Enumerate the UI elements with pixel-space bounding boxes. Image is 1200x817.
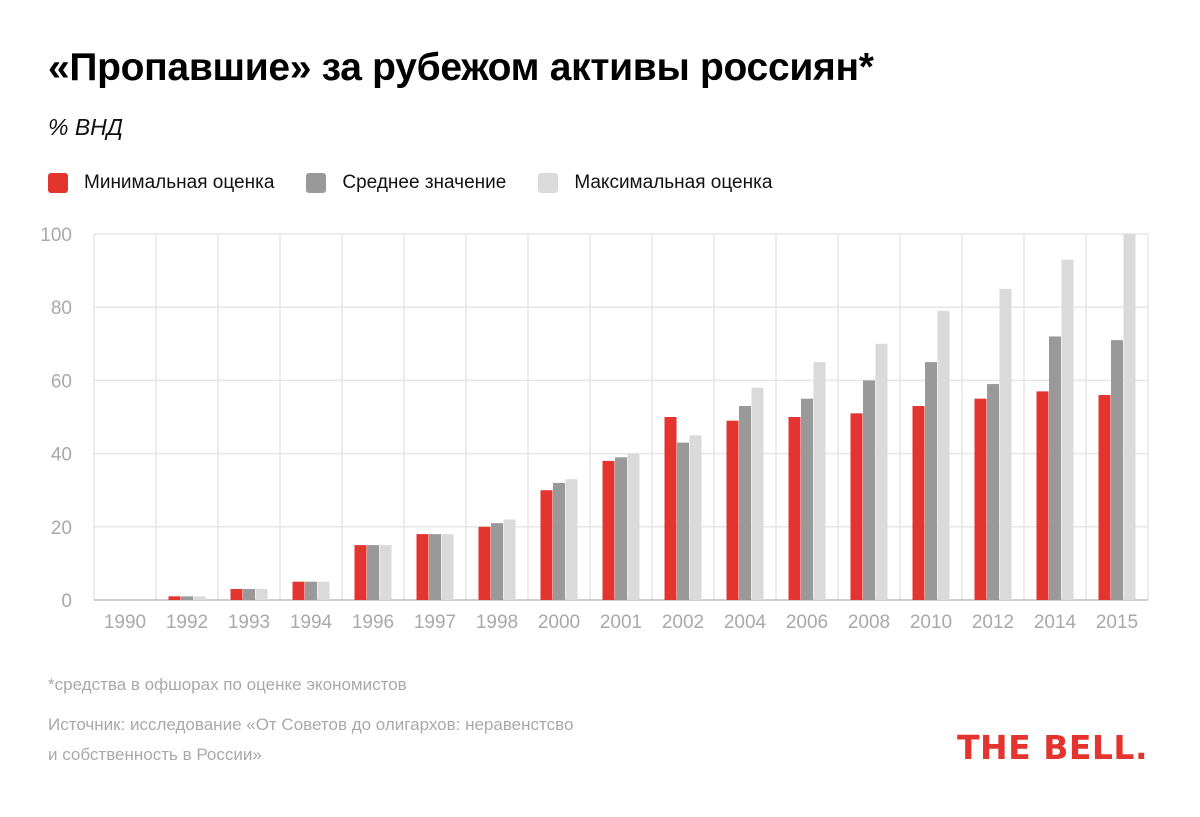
- x-tick-label: 2008: [848, 612, 890, 633]
- source-note: Источник: исследование «От Советов до ол…: [48, 710, 573, 770]
- bar: [937, 310, 950, 600]
- bar: [739, 406, 751, 600]
- bar: [615, 457, 627, 600]
- source-line-1: Источник: исследование «От Советов до ол…: [48, 715, 574, 734]
- bar: [168, 596, 181, 600]
- bar: [503, 519, 516, 600]
- bar: [689, 435, 702, 600]
- y-tick-label: 60: [51, 371, 72, 392]
- chart-title: «Пропавшие» за рубежом активы россиян*: [48, 46, 874, 89]
- x-tick-label: 2015: [1096, 612, 1138, 633]
- bar: [540, 490, 553, 600]
- bar: [788, 417, 801, 600]
- bar: [850, 413, 863, 600]
- x-tick-label: 1998: [476, 612, 518, 633]
- legend: Минимальная оценка Среднее значение Макс…: [48, 171, 804, 195]
- brand-logo: THE BELL.: [957, 728, 1148, 767]
- source-line-2: и собственность в России»: [48, 745, 262, 764]
- y-tick-label: 40: [51, 445, 72, 466]
- legend-swatch-avg: [306, 173, 327, 193]
- bar: [726, 420, 739, 600]
- footnote: *средства в офшорах по оценке экономисто…: [48, 675, 407, 694]
- bar: [627, 453, 640, 600]
- bar: [912, 406, 925, 600]
- bar: [255, 589, 268, 600]
- bar: [478, 526, 491, 600]
- bar: [441, 534, 454, 600]
- x-tick-label: 1994: [290, 612, 333, 633]
- legend-item-avg: Среднее значение: [306, 172, 506, 194]
- legend-label-min: Минимальная оценка: [84, 172, 275, 193]
- x-tick-label: 1990: [104, 612, 146, 633]
- bar: [664, 417, 677, 600]
- x-tick-label: 2014: [1034, 612, 1077, 633]
- bar: [1061, 259, 1074, 600]
- bar: [193, 596, 206, 600]
- bar: [354, 545, 367, 600]
- bar: [305, 581, 317, 600]
- bar: [987, 384, 999, 600]
- x-tick-label: 2004: [724, 612, 767, 633]
- x-tick-label: 2002: [662, 612, 704, 633]
- x-tick-label: 1993: [228, 612, 270, 633]
- bar: [875, 343, 888, 600]
- bar: [602, 460, 615, 600]
- bar: [553, 482, 565, 600]
- bar: [565, 479, 578, 600]
- bar: [925, 362, 937, 600]
- legend-swatch-min: [48, 173, 68, 193]
- chart-subtitle: % ВНД: [48, 114, 123, 140]
- y-tick-label: 20: [51, 518, 72, 539]
- x-tick-label: 2010: [910, 612, 952, 633]
- bar: [999, 288, 1012, 600]
- legend-label-avg: Среднее значение: [342, 172, 507, 193]
- legend-label-max: Максимальная оценка: [574, 172, 773, 193]
- bar: [1098, 395, 1111, 600]
- bar: [181, 596, 193, 600]
- y-tick-label: 0: [61, 591, 72, 612]
- bar: [429, 534, 441, 600]
- bar: [491, 523, 503, 600]
- bar: [801, 398, 813, 600]
- x-tick-label: 1996: [352, 612, 394, 633]
- bar: [367, 545, 379, 600]
- bar: [1123, 234, 1136, 600]
- bar: [243, 589, 255, 600]
- x-tick-label: 2001: [600, 612, 642, 633]
- bar-chart: 0 20 40 60 80 100 1990 1992 1993 1994 1996 1997 1998…: [40, 225, 1149, 633]
- bar: [1049, 336, 1061, 600]
- y-tick-label: 80: [51, 298, 72, 319]
- bar: [974, 398, 987, 600]
- x-tick-label: 2012: [972, 612, 1014, 633]
- bar: [1036, 391, 1049, 600]
- legend-item-max: Максимальная оценка: [538, 172, 772, 194]
- bar: [292, 581, 305, 600]
- bar: [317, 581, 330, 600]
- bar: [230, 589, 243, 600]
- bar: [863, 380, 875, 600]
- bar: [416, 534, 429, 600]
- y-tick-label: 100: [40, 225, 72, 246]
- x-tick-label: 2006: [786, 612, 828, 633]
- legend-item-min: Минимальная оценка: [48, 172, 274, 194]
- bar: [813, 362, 826, 600]
- bar: [677, 442, 689, 600]
- bar: [751, 387, 764, 600]
- legend-swatch-max: [538, 173, 559, 193]
- x-tick-label: 1997: [414, 612, 456, 633]
- x-tick-label: 2000: [538, 612, 580, 633]
- bar: [379, 545, 392, 600]
- bar: [1111, 340, 1123, 600]
- x-tick-label: 1992: [166, 612, 208, 633]
